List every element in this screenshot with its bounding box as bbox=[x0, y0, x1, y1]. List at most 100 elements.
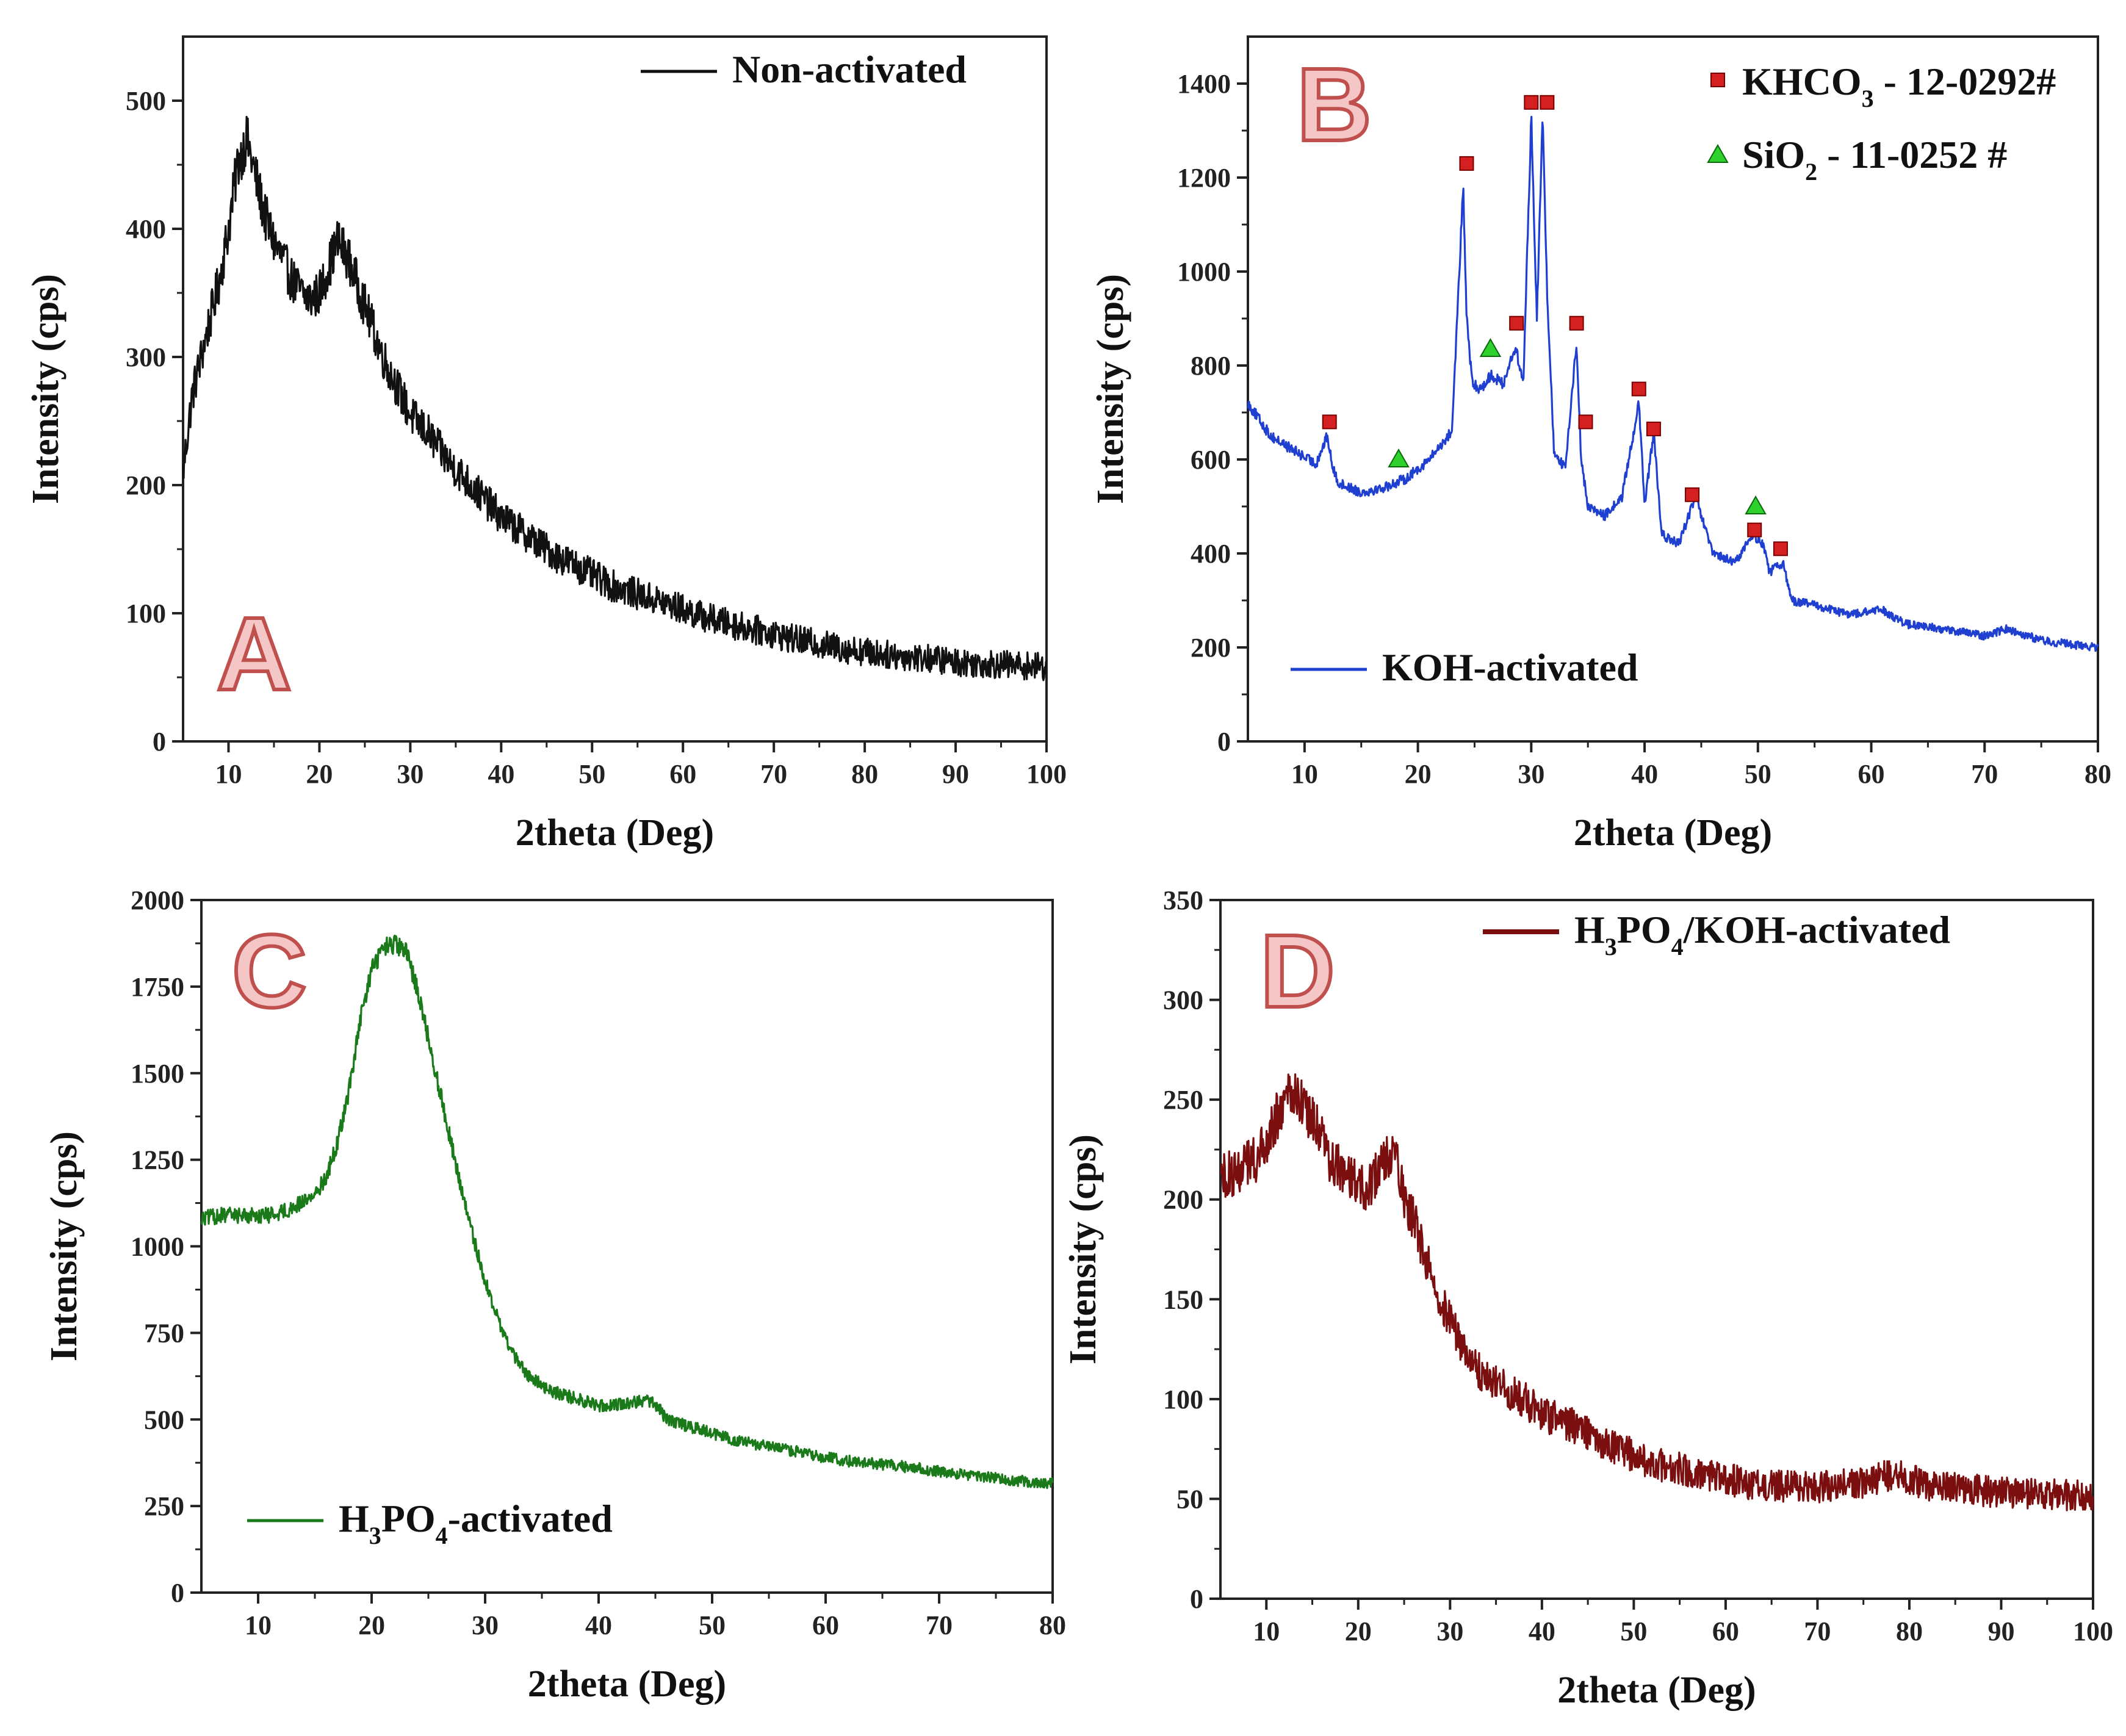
x-tick-label: 30 bbox=[1436, 1616, 1463, 1646]
panel-d: 10 20 30 40 50 60 70 80 90 100 0 50 100 150 200 250 300 3… bbox=[1062, 885, 2113, 1711]
sio2-legend-marker bbox=[1707, 143, 1729, 163]
y-tick-label: 800 bbox=[1191, 351, 1231, 381]
khco3-peak-marker bbox=[1773, 541, 1788, 556]
plot-frame-d bbox=[1219, 899, 2094, 1600]
y-tick-label: 300 bbox=[1163, 985, 1203, 1015]
x-tick-label: 30 bbox=[1518, 759, 1544, 789]
y-tick-label: 500 bbox=[144, 1405, 184, 1435]
sio2-peak-marker bbox=[1479, 338, 1502, 358]
khco3-name: KHCO bbox=[1742, 60, 1862, 103]
legend-suffix: -activated bbox=[448, 1497, 613, 1540]
legend-c: H3PO4-activated bbox=[247, 1497, 613, 1549]
y-tick-label: 250 bbox=[144, 1491, 184, 1521]
x-axis-a: 10 20 30 40 50 60 70 80 90 100 bbox=[215, 741, 1067, 789]
panel-letter-b: B bbox=[1297, 47, 1372, 163]
sio2-peak-marker bbox=[1388, 448, 1410, 467]
y-tick-label: 350 bbox=[1163, 885, 1203, 915]
panel-letter-c: C bbox=[232, 913, 307, 1029]
y-tick-label: 50 bbox=[1177, 1484, 1203, 1514]
series-line-d bbox=[1219, 1073, 2094, 1511]
khco3-card: - 12-0292# bbox=[1874, 60, 2056, 103]
y-tick-label: 0 bbox=[171, 1578, 184, 1608]
y-tick-label: 1500 bbox=[131, 1059, 184, 1089]
x-axis-d: 10 20 30 40 50 60 70 80 90 100 bbox=[1253, 1599, 2113, 1646]
x-tick-label: 70 bbox=[926, 1610, 953, 1640]
khco3-peak-marker bbox=[1540, 95, 1555, 110]
x-tick-label: 30 bbox=[472, 1610, 499, 1640]
x-tick-label: 50 bbox=[699, 1610, 726, 1640]
x-tick-label: 20 bbox=[1405, 759, 1432, 789]
sio2-legend-label: SiO2 - 11-0252 # bbox=[1742, 133, 2007, 185]
legend-a: Non-activated bbox=[641, 48, 967, 91]
plot-frame-a bbox=[182, 35, 1048, 743]
y-tick-label: 100 bbox=[126, 599, 166, 628]
khco3-peak-marker bbox=[1524, 95, 1539, 110]
x-tick-label: 60 bbox=[669, 759, 696, 789]
x-tick-label: 60 bbox=[812, 1610, 839, 1640]
x-axis-b: 10 20 30 40 50 60 70 80 bbox=[1291, 741, 2111, 789]
legend-po: PO bbox=[1617, 908, 1671, 951]
x-axis-label-d: 2theta (Deg) bbox=[1557, 1669, 1756, 1711]
y-tick-label: 1250 bbox=[131, 1145, 184, 1175]
y-axis-label-a: Intensity (cps) bbox=[25, 274, 67, 504]
legend-b: KOH-activated bbox=[1291, 646, 1638, 689]
khco3-peak-marker bbox=[1509, 315, 1524, 331]
peak-markers bbox=[1322, 95, 1788, 556]
y-axis-c: 0 250 500 750 1000 1250 1500 1750 2000 bbox=[131, 885, 201, 1608]
y-tick-label: 100 bbox=[1163, 1385, 1203, 1414]
y-axis-a: 0 100 200 300 400 500 bbox=[126, 86, 183, 757]
x-tick-label: 20 bbox=[306, 759, 333, 789]
legend-sub: 4 bbox=[1671, 933, 1684, 960]
sio2-peak-marker bbox=[1745, 495, 1767, 514]
x-tick-label: 40 bbox=[1631, 759, 1658, 789]
x-axis-label-a: 2theta (Deg) bbox=[516, 812, 714, 854]
khco3-peak-marker bbox=[1322, 414, 1337, 430]
x-tick-label: 50 bbox=[578, 759, 605, 789]
x-tick-label: 10 bbox=[215, 759, 242, 789]
x-tick-label: 60 bbox=[1712, 1616, 1739, 1646]
sio2-card: - 11-0252 # bbox=[1817, 133, 2007, 176]
y-tick-label: 1400 bbox=[1177, 69, 1231, 99]
plot-frame-c bbox=[200, 899, 1054, 1594]
y-tick-label: 600 bbox=[1191, 445, 1231, 475]
x-tick-label: 10 bbox=[1291, 759, 1318, 789]
panel-letter-a: A bbox=[217, 596, 292, 712]
legend-label: Non-activated bbox=[732, 48, 967, 91]
legend-sub: 3 bbox=[1605, 933, 1617, 960]
marker-legend: KHCO3 - 12-0292# SiO2 - 11-0252 # bbox=[1707, 60, 2056, 185]
x-tick-label: 80 bbox=[1896, 1616, 1923, 1646]
legend-label: H3PO4/KOH-activated bbox=[1574, 908, 1950, 960]
y-tick-label: 500 bbox=[126, 86, 166, 116]
khco3-peak-marker bbox=[1747, 522, 1762, 538]
legend-sub: 3 bbox=[369, 1522, 381, 1549]
y-axis-label-b: Intensity (cps) bbox=[1090, 274, 1131, 504]
legend-d: H3PO4/KOH-activated bbox=[1483, 908, 1950, 960]
y-tick-label: 400 bbox=[126, 214, 166, 244]
x-tick-label: 90 bbox=[1987, 1616, 2014, 1646]
y-tick-label: 1200 bbox=[1177, 163, 1231, 193]
x-tick-label: 50 bbox=[1745, 759, 1771, 789]
panel-a: 10 20 30 40 50 60 70 80 90 100 0 100 200 300 400 500 2th… bbox=[25, 35, 1067, 854]
khco3-peak-marker bbox=[1459, 156, 1474, 171]
legend-po: PO bbox=[381, 1497, 436, 1540]
y-axis-label-c: Intensity (cps) bbox=[43, 1131, 85, 1361]
x-tick-label: 80 bbox=[1039, 1610, 1066, 1640]
khco3-sub: 3 bbox=[1862, 85, 1874, 112]
x-tick-label: 50 bbox=[1620, 1616, 1647, 1646]
y-tick-label: 400 bbox=[1191, 539, 1231, 569]
legend-label: H3PO4-activated bbox=[339, 1497, 613, 1549]
y-tick-label: 2000 bbox=[131, 885, 184, 915]
plot-frame-b bbox=[1247, 35, 2099, 743]
y-tick-label: 1750 bbox=[131, 972, 184, 1002]
x-axis-label-b: 2theta (Deg) bbox=[1574, 812, 1772, 854]
sio2-name: SiO bbox=[1742, 133, 1805, 176]
series-line-c bbox=[200, 934, 1054, 1489]
y-tick-label: 0 bbox=[1217, 727, 1231, 757]
sio2-sub: 2 bbox=[1805, 158, 1817, 185]
x-tick-label: 40 bbox=[1529, 1616, 1555, 1646]
panel-b: 10 20 30 40 50 60 70 80020040060080010001200140… bbox=[1090, 35, 2111, 854]
y-tick-label: 300 bbox=[126, 342, 166, 372]
khco3-legend-label: KHCO3 - 12-0292# bbox=[1742, 60, 2056, 112]
x-tick-label: 100 bbox=[2073, 1616, 2113, 1646]
panel-letter-d: D bbox=[1260, 913, 1335, 1029]
